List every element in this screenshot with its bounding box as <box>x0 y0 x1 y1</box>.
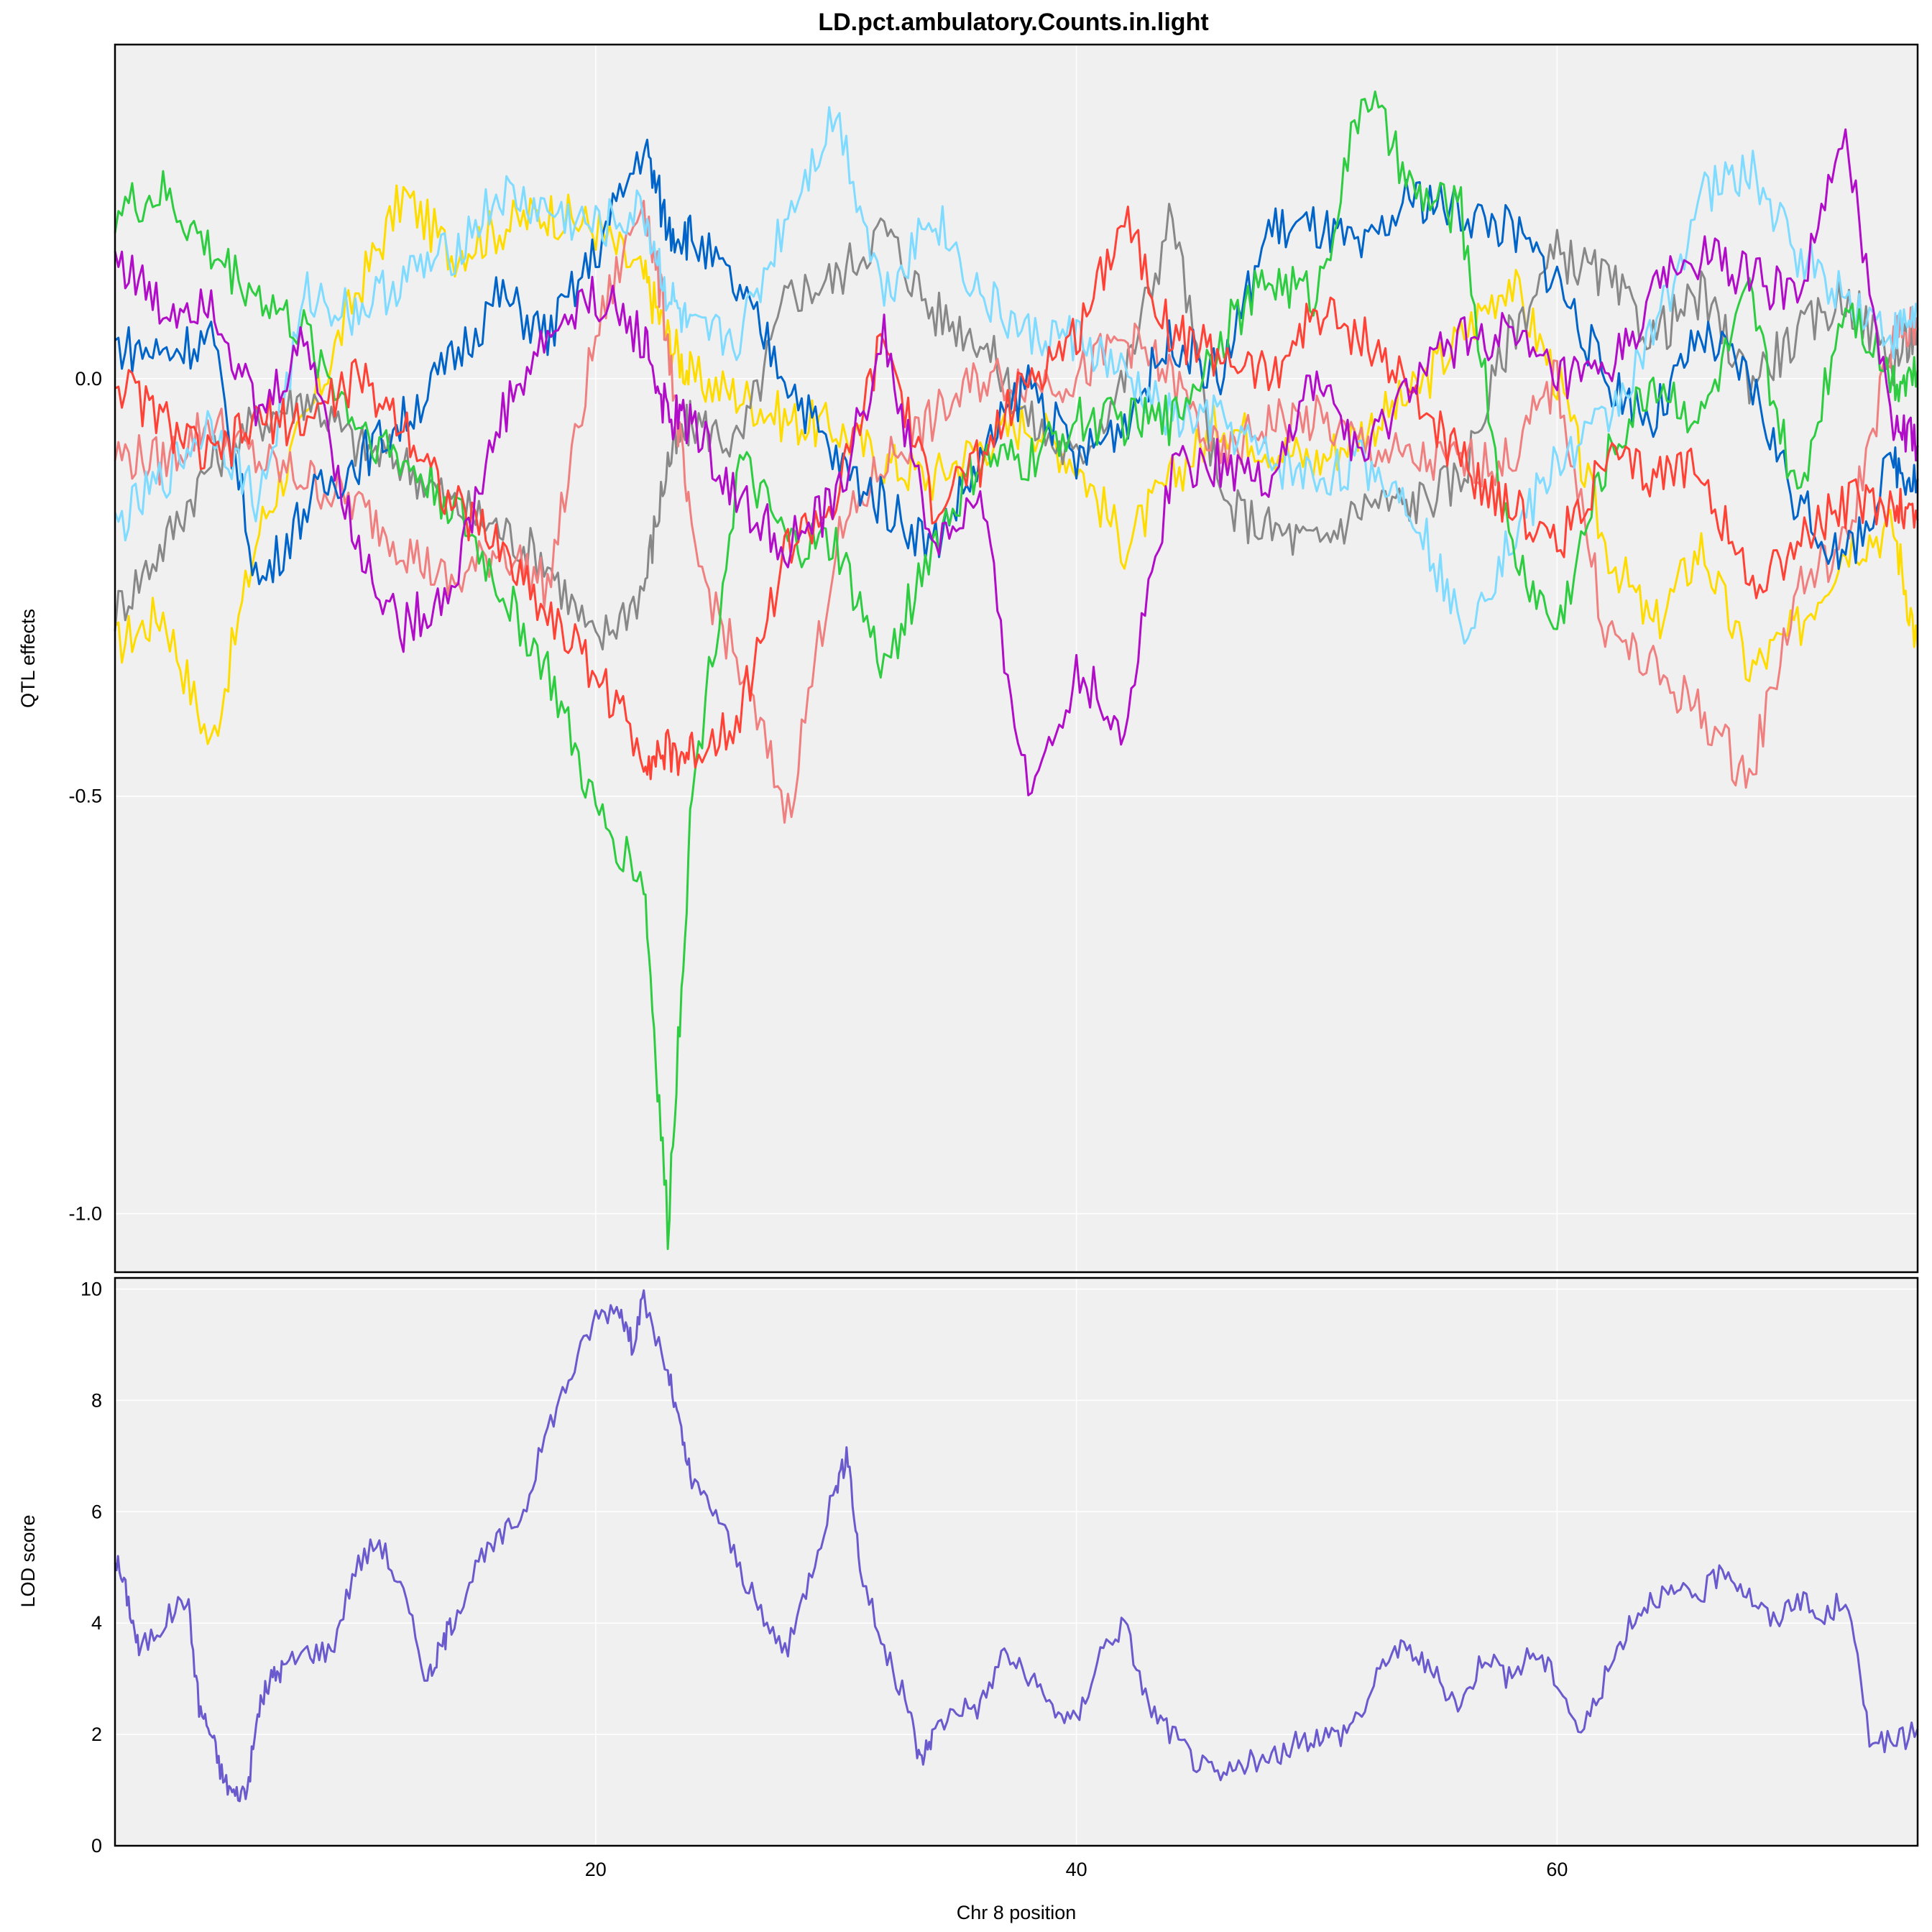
effects-panel-background <box>115 45 1918 1272</box>
effects-series-line-3 <box>114 138 1919 586</box>
lod-panel: 0 2 4 6 8 10 20 40 60 LOD score Chr 8 position <box>17 1276 1919 1923</box>
effects-y-axis-label: QTL effects <box>17 609 39 708</box>
lod-series-group <box>114 1289 1919 1803</box>
effects-panel-frame <box>114 43 1919 1274</box>
effects-series-line-6 <box>114 206 1919 781</box>
lod-y-axis-label: LOD score <box>17 1514 39 1607</box>
chart-title: LD.pct.ambulatory.Counts.in.light <box>818 9 1208 36</box>
lod-y-tick-label: 2 <box>91 1724 102 1745</box>
effects-panel: -1.0 -0.5 0.0 QTL effects <box>17 43 1919 1274</box>
effects-series-line-4 <box>114 106 1919 645</box>
lod-x-ticks: 20 40 60 <box>585 1859 1568 1880</box>
lod-panel-background <box>115 1278 1918 1846</box>
lod-y-tick-label: 4 <box>91 1612 102 1634</box>
x-axis-label: Chr 8 position <box>957 1902 1077 1923</box>
x-tick-label: 40 <box>1066 1859 1087 1880</box>
x-tick-label: 60 <box>1546 1859 1568 1880</box>
x-tick-label: 20 <box>585 1859 607 1880</box>
effects-series-line-7 <box>114 128 1919 796</box>
lod-panel-frame <box>114 1276 1919 1847</box>
effects-y-ticks: -1.0 -0.5 0.0 <box>68 368 102 1225</box>
effects-series-line-1 <box>114 203 1919 650</box>
effects-y-tick-label: -1.0 <box>68 1203 102 1225</box>
lod-y-tick-label: 6 <box>91 1501 102 1522</box>
lod-y-ticks: 0 2 4 6 8 10 <box>80 1278 102 1857</box>
effects-y-tick-label: -0.5 <box>68 786 102 807</box>
effects-series-line-5 <box>114 90 1919 1251</box>
lod-y-tick-label: 8 <box>91 1389 102 1411</box>
lod-series-line-0 <box>114 1289 1919 1803</box>
effects-series-group <box>114 90 1919 1251</box>
effects-y-tick-label: 0.0 <box>75 368 102 390</box>
lod-y-tick-label: 10 <box>80 1278 102 1300</box>
effects-series-line-2 <box>114 199 1919 824</box>
lod-y-tick-label: 0 <box>91 1835 102 1857</box>
